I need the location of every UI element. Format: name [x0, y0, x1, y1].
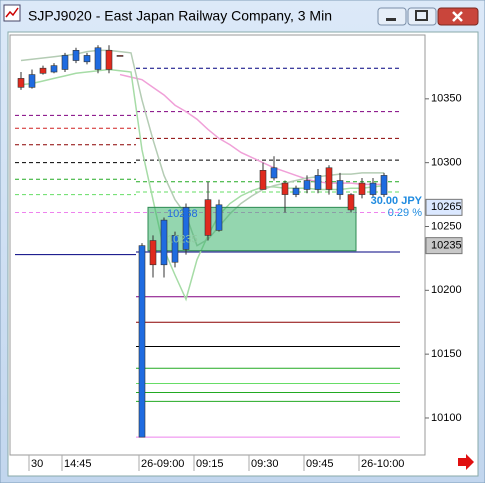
price-marker-label: 10235: [431, 240, 462, 252]
candle-body: [50, 65, 58, 73]
trade-entry-label: 10268: [167, 208, 198, 220]
x-tick-label: 09:45: [306, 458, 334, 470]
candle-body: [72, 50, 80, 61]
candle-body: [380, 175, 388, 195]
candle-body: [336, 180, 344, 195]
candle-body: [270, 167, 278, 179]
candle-body: [314, 175, 322, 190]
candle-body: [281, 182, 289, 195]
minimize-button[interactable]: [377, 7, 407, 26]
candle-body: [358, 182, 366, 195]
y-tick-label: 10100: [431, 412, 462, 424]
y-tick-label: 10350: [431, 93, 462, 105]
price-marker-label: 10265: [431, 201, 462, 213]
candle-body: [259, 170, 267, 190]
candle-body: [171, 235, 179, 263]
x-tick-label: 26-09:00: [141, 458, 184, 470]
candle-body: [369, 182, 377, 195]
candle-body: [94, 47, 102, 70]
trade-profit: 30.00 JPY: [371, 195, 423, 207]
x-tick-label: 26-10:00: [361, 458, 404, 470]
x-tick-label: 09:15: [196, 458, 224, 470]
candle-body: [61, 55, 69, 70]
close-glyph: [452, 11, 463, 22]
candle-body: [204, 199, 212, 236]
candle-body: [160, 219, 168, 266]
y-tick-label: 10300: [431, 157, 462, 169]
price-marker: [425, 198, 463, 216]
minimize-glyph: [386, 18, 396, 21]
trade-profit-pct: 0.29 %: [388, 207, 422, 219]
candle-body: [347, 194, 355, 211]
trade-exit-label: 10235: [167, 234, 198, 246]
candle-body: [292, 187, 300, 195]
candle-body: [83, 55, 91, 63]
maximize-glyph: [415, 10, 428, 21]
y-tick-label: 10200: [431, 284, 462, 296]
price-marker: [425, 237, 463, 255]
candle-body: [138, 245, 146, 438]
trade-box: [147, 206, 357, 252]
candle-body: [28, 74, 36, 88]
y-tick-label: 10150: [431, 348, 462, 360]
x-tick-label: 09:30: [251, 458, 279, 470]
candle-body: [116, 55, 124, 57]
candle-body: [215, 204, 223, 231]
candle-body: [17, 78, 25, 88]
window-title: SJPJ9020 - East Japan Railway Company, 3…: [28, 8, 332, 24]
y-tick-label: 10250: [431, 220, 462, 232]
candle-body: [105, 50, 113, 70]
candle-body: [325, 167, 333, 190]
candle-body: [39, 67, 47, 74]
candle-body: [149, 240, 157, 266]
candle-body: [182, 207, 190, 250]
x-tick-label: 14:45: [64, 458, 92, 470]
x-tick-label: 30: [31, 458, 43, 470]
candle-body: [303, 180, 311, 190]
app-icon-glyph: [5, 7, 19, 18]
plot-layer: 10268 10235: [15, 45, 400, 438]
scroll-arrow[interactable]: [458, 454, 474, 470]
